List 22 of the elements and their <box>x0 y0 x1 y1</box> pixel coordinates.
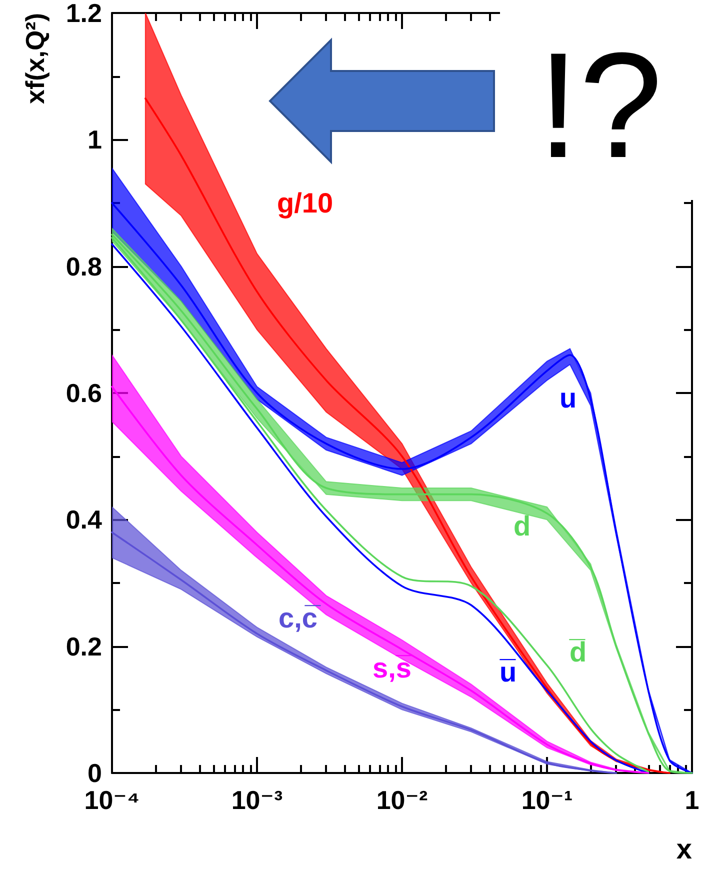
x-tick-label: 10⁻³ <box>231 785 283 815</box>
series-label: d̅ <box>568 636 587 668</box>
x-tick-label: 1 <box>684 785 700 815</box>
y-tick-label: 0 <box>88 758 102 788</box>
x-tick-label: 10⁻² <box>376 785 428 815</box>
y-tick-label: 1.2 <box>66 0 102 28</box>
series-label: u <box>559 382 577 414</box>
y-tick-label: 0.4 <box>66 504 103 535</box>
series-label: s,s̅ <box>372 652 412 684</box>
series-label: u̅ <box>498 656 517 688</box>
y-tick-label: 1 <box>88 124 102 155</box>
series-label: d <box>513 510 531 542</box>
y-tick-label: 0.8 <box>66 251 102 282</box>
x-axis-title: x <box>676 834 692 864</box>
x-tick-label: 10⁻⁴ <box>84 785 140 815</box>
annotation: !? <box>500 10 700 200</box>
y-axis-title: xf(x,Q²) <box>20 13 50 104</box>
x-tick-label: 10⁻¹ <box>521 785 573 815</box>
y-tick-label: 0.6 <box>66 378 102 408</box>
series-label: c,c̅ <box>278 602 321 634</box>
y-tick-label: 0.2 <box>66 631 102 662</box>
series-label: g/10 <box>276 188 334 218</box>
